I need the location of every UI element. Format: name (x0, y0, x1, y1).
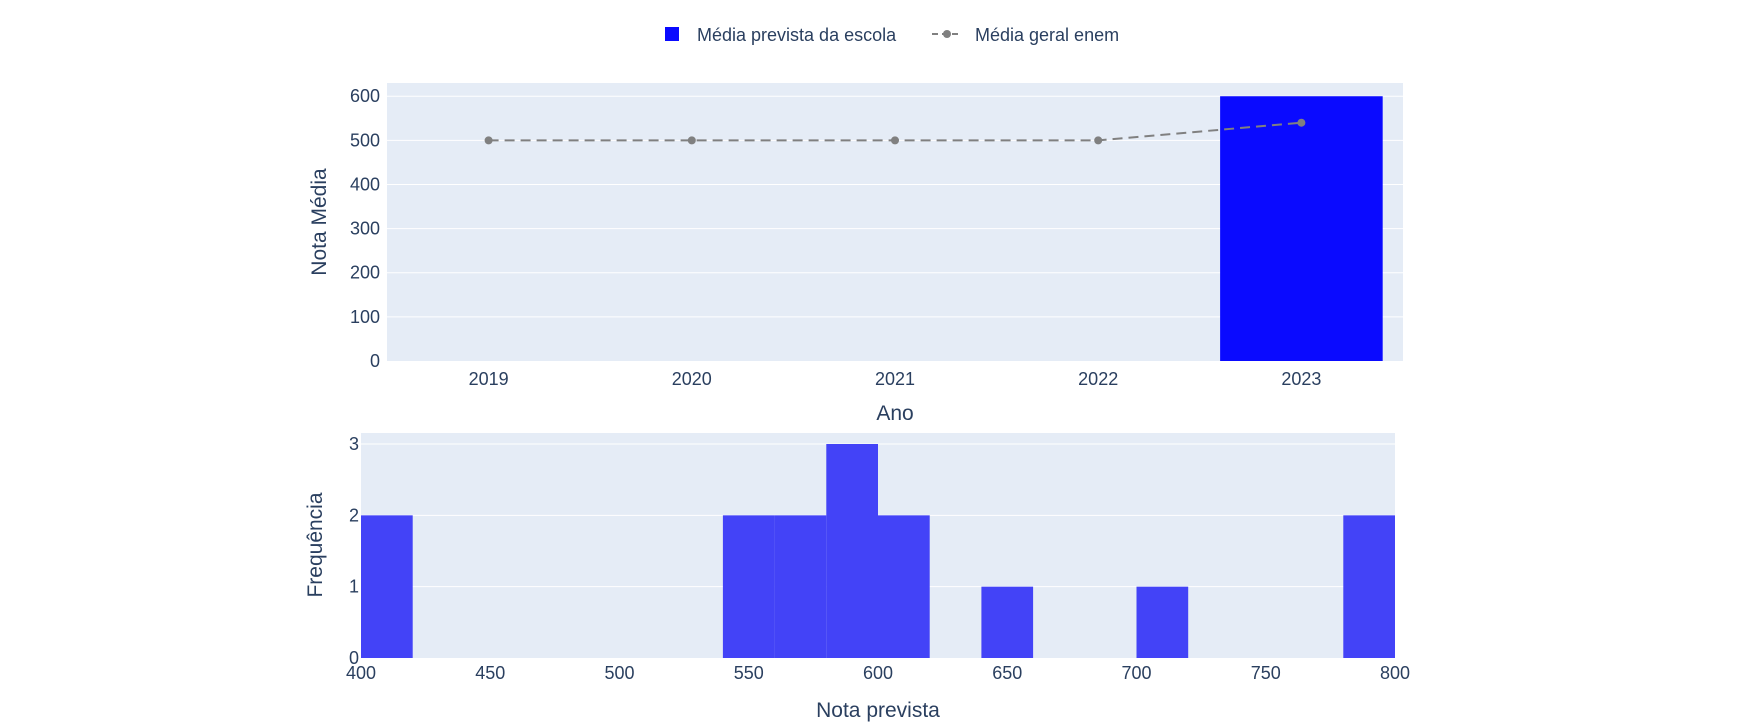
top-x-tick-label: 2021 (875, 369, 915, 389)
enem-point-2021[interactable] (891, 136, 899, 145)
bottom-y-tick-label: 2 (349, 505, 359, 525)
top-y-tick-label: 0 (370, 351, 380, 371)
top-chart: 0 100 200 300 400 500 600 2019 2020 2021 2022 2023… (308, 83, 1403, 425)
top-x-tick-label: 2022 (1078, 369, 1118, 389)
top-x-tick-label: 2020 (672, 369, 712, 389)
bottom-x-ticks: 400 450 500 550 600 650 700 750 800 (346, 663, 1410, 683)
top-y-tick-label: 100 (350, 307, 380, 327)
bottom-x-tick-label: 400 (346, 663, 376, 683)
bottom-y-tick-label: 3 (349, 434, 359, 454)
bar-2023[interactable] (1220, 96, 1383, 361)
legend-item-line[interactable]: Média geral enem (932, 25, 1119, 45)
legend-line-marker (943, 30, 951, 38)
histogram-bars (361, 444, 1395, 658)
histogram-bar-600-620[interactable] (878, 515, 930, 658)
top-y-tick-label: 500 (350, 130, 380, 150)
bottom-x-tick-label: 600 (863, 663, 893, 683)
top-bars (1220, 96, 1383, 361)
top-x-axis-title: Ano (876, 402, 913, 425)
histogram-bar-560-580[interactable] (774, 515, 827, 658)
histogram-bar-640-660[interactable] (981, 586, 1034, 658)
bottom-x-tick-label: 550 (734, 663, 764, 683)
top-y-tick-label: 300 (350, 219, 380, 239)
top-y-tick-label: 400 (350, 174, 380, 194)
bottom-x-tick-label: 750 (1251, 663, 1281, 683)
bottom-x-tick-label: 500 (604, 663, 634, 683)
top-y-tick-label: 200 (350, 263, 380, 283)
bottom-chart: 0 1 2 3 400 450 500 550 600 650 700 750 800 Nota pr… (304, 433, 1410, 722)
legend-line-label: Média geral enem (975, 25, 1119, 45)
top-x-tick-label: 2019 (469, 369, 509, 389)
histogram-bar-580-600[interactable] (826, 444, 878, 658)
histogram-bar-780-800[interactable] (1343, 515, 1395, 658)
histogram-bar-540-560[interactable] (722, 515, 775, 658)
bottom-x-axis-title: Nota prevista (816, 699, 940, 722)
top-y-tick-label: 600 (350, 86, 380, 106)
bottom-y-axis-title: Frequência (304, 492, 327, 597)
histogram-bar-700-720[interactable] (1136, 586, 1189, 658)
bottom-y-tick-label: 1 (349, 577, 359, 597)
bottom-y-ticks: 0 1 2 3 (349, 434, 359, 668)
top-x-tick-label: 2023 (1281, 369, 1321, 389)
bottom-x-tick-label: 800 (1380, 663, 1410, 683)
top-y-ticks: 0 100 200 300 400 500 600 (350, 86, 380, 371)
legend: Média prevista da escola Média geral ene… (665, 25, 1119, 45)
enem-point-2022[interactable] (1094, 136, 1103, 145)
bottom-x-tick-label: 450 (475, 663, 505, 683)
enem-point-2019[interactable] (484, 136, 493, 145)
bottom-x-tick-label: 700 (1121, 663, 1151, 683)
histogram-bar-400-420[interactable] (361, 515, 413, 658)
legend-bar-swatch (665, 27, 679, 41)
top-line-series (484, 118, 1306, 145)
bottom-y-tick-label: 0 (349, 648, 359, 668)
enem-point-2020[interactable] (687, 136, 696, 145)
bottom-x-tick-label: 650 (992, 663, 1022, 683)
legend-bar-label: Média prevista da escola (697, 25, 897, 45)
legend-item-bar[interactable]: Média prevista da escola (665, 25, 897, 45)
enem-point-2023[interactable] (1297, 118, 1306, 127)
top-x-ticks: 2019 2020 2021 2022 2023 (469, 369, 1322, 389)
top-y-axis-title: Nota Média (308, 168, 331, 276)
